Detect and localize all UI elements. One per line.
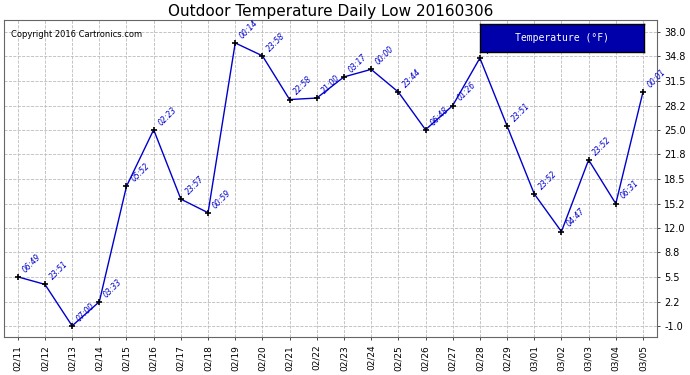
Text: 23:58: 23:58 [265, 31, 287, 53]
Text: 03:17: 03:17 [347, 52, 368, 74]
Text: Copyright 2016 Cartronics.com: Copyright 2016 Cartronics.com [10, 30, 142, 39]
Text: 22:58: 22:58 [293, 75, 315, 97]
Text: 01:26: 01:26 [455, 81, 477, 103]
Text: 03:33: 03:33 [102, 277, 124, 299]
Text: 07:00: 07:00 [75, 301, 97, 323]
Text: 23:52: 23:52 [537, 169, 559, 191]
Text: 00:59: 00:59 [211, 188, 233, 210]
Text: 23:51: 23:51 [48, 260, 70, 282]
Text: 00:14: 00:14 [238, 18, 260, 40]
Text: 00:01: 00:01 [646, 67, 668, 89]
Text: 02:23: 02:23 [157, 105, 179, 127]
Text: 05:52: 05:52 [129, 162, 151, 183]
Text: 23:52: 23:52 [591, 135, 613, 157]
Text: 00:00: 00:00 [374, 45, 396, 67]
Text: 04:47: 04:47 [564, 207, 586, 229]
Text: 06:49: 06:49 [21, 252, 43, 274]
Text: 21:00: 21:00 [319, 73, 342, 95]
Text: 06:48: 06:48 [428, 105, 451, 127]
Text: 23:44: 23:44 [401, 67, 423, 89]
Text: 23:51: 23:51 [510, 101, 532, 123]
Text: 23:57: 23:57 [482, 33, 504, 55]
Text: 06:31: 06:31 [618, 179, 640, 201]
Title: Outdoor Temperature Daily Low 20160306: Outdoor Temperature Daily Low 20160306 [168, 4, 493, 19]
Text: 23:57: 23:57 [184, 174, 206, 196]
